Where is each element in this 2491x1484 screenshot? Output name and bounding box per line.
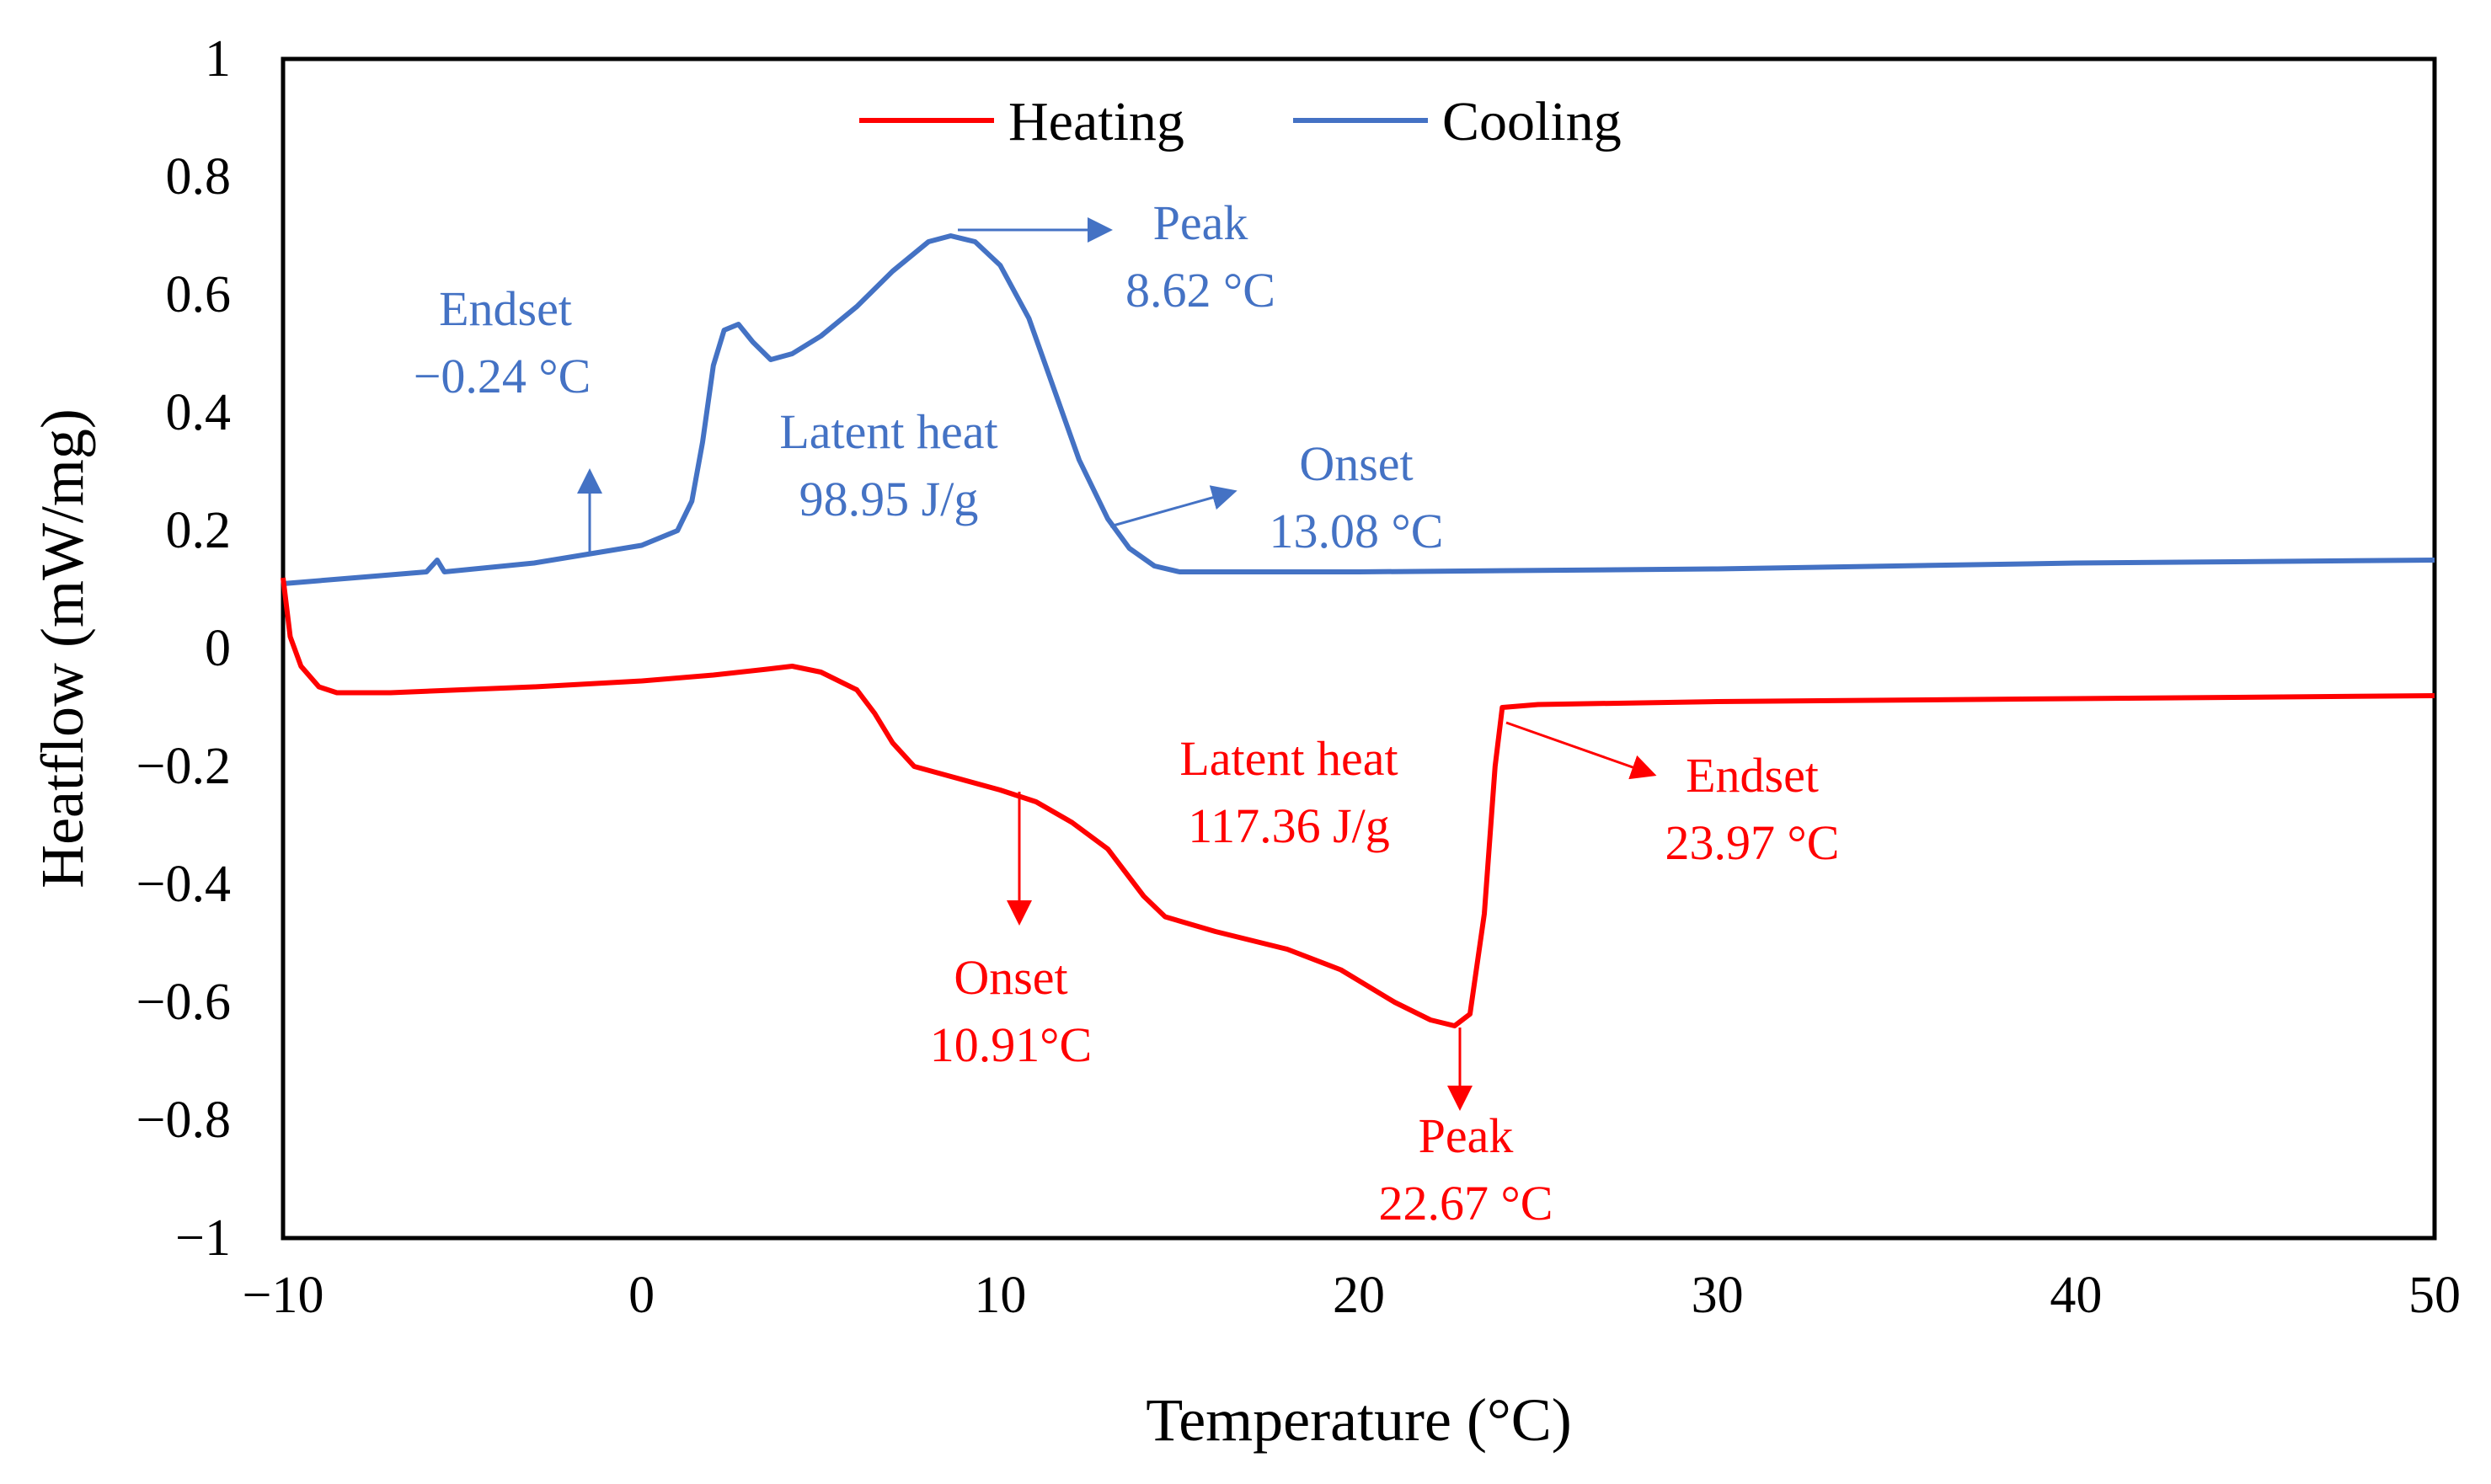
annotation-heat-endset-label: Endset: [1686, 748, 1819, 803]
y-tick-label: −1: [175, 1209, 231, 1267]
y-tick-label: 0.6: [166, 266, 232, 323]
y-tick-label: 0.4: [166, 384, 232, 441]
annotation-cool-onset-value: 13.08 °C: [1270, 504, 1444, 558]
annotation-heat-endset-value: 23.97 °C: [1665, 815, 1840, 870]
x-tick-label: 30: [1692, 1267, 1744, 1324]
annotation-arrows: [577, 217, 1657, 1111]
annotations-cooling: Endset −0.24 °C Latent heat 98.95 J/g Pe…: [414, 195, 1444, 558]
annotation-cool-latent-label: Latent heat: [779, 404, 997, 459]
x-tick-label: 20: [1333, 1267, 1385, 1324]
x-axis-ticks: −10 0 10 20 30 40 50: [243, 1267, 2461, 1324]
x-axis-title: Temperature (°C): [1146, 1386, 1572, 1454]
annotation-heat-peak-value: 22.67 °C: [1379, 1176, 1553, 1230]
plot-area: [281, 56, 2437, 1241]
x-tick-label: 50: [2408, 1267, 2461, 1324]
series-line-heating: [281, 577, 2435, 1028]
y-tick-label: 1: [205, 30, 231, 88]
annotation-cool-onset-label: Onset: [1299, 436, 1413, 491]
annotation-cool-endset-value: −0.24 °C: [414, 349, 591, 403]
legend-label-heating: Heating: [1008, 91, 1184, 152]
annotations-heating: Onset 10.91°C Latent heat 117.36 J/g Pea…: [930, 731, 1840, 1230]
annotation-heat-onset-label: Onset: [954, 950, 1067, 1005]
annotation-cool-latent-value: 98.95 J/g: [799, 472, 979, 526]
y-tick-label: −0.6: [136, 974, 231, 1031]
x-tick-label: 0: [628, 1267, 655, 1324]
annotation-heat-onset-value: 10.91°C: [930, 1017, 1092, 1072]
annotation-heat-latent-label: Latent heat: [1179, 731, 1398, 786]
arrow-heat-endset: [1505, 721, 1657, 780]
annotation-heat-latent-value: 117.36 J/g: [1188, 798, 1390, 853]
y-axis-title: Heatflow (mW/mg): [29, 408, 96, 889]
x-tick-label: −10: [243, 1267, 324, 1324]
y-tick-label: −0.8: [136, 1092, 231, 1149]
y-axis-ticks: 1 0.8 0.6 0.4 0.2 0 −0.2 −0.4 −0.6 −0.8 −1: [136, 30, 231, 1267]
legend-label-cooling: Cooling: [1442, 91, 1622, 152]
y-tick-label: 0.8: [166, 148, 232, 206]
annotation-cool-peak-label: Peak: [1153, 195, 1248, 250]
y-tick-label: −0.4: [136, 856, 231, 913]
legend: Heating Cooling: [859, 91, 1622, 152]
y-tick-label: −0.2: [136, 738, 231, 795]
arrow-cool-onset: [1109, 485, 1237, 528]
annotation-heat-peak-label: Peak: [1419, 1108, 1514, 1163]
x-tick-label: 10: [974, 1267, 1026, 1324]
series-line-cooling: [282, 233, 2435, 586]
y-tick-label: 0: [205, 620, 231, 677]
annotation-cool-peak-value: 8.62 °C: [1125, 263, 1275, 318]
y-tick-label: 0.2: [166, 502, 232, 559]
annotation-cool-endset-label: Endset: [439, 281, 572, 336]
x-tick-label: 40: [2050, 1267, 2102, 1324]
